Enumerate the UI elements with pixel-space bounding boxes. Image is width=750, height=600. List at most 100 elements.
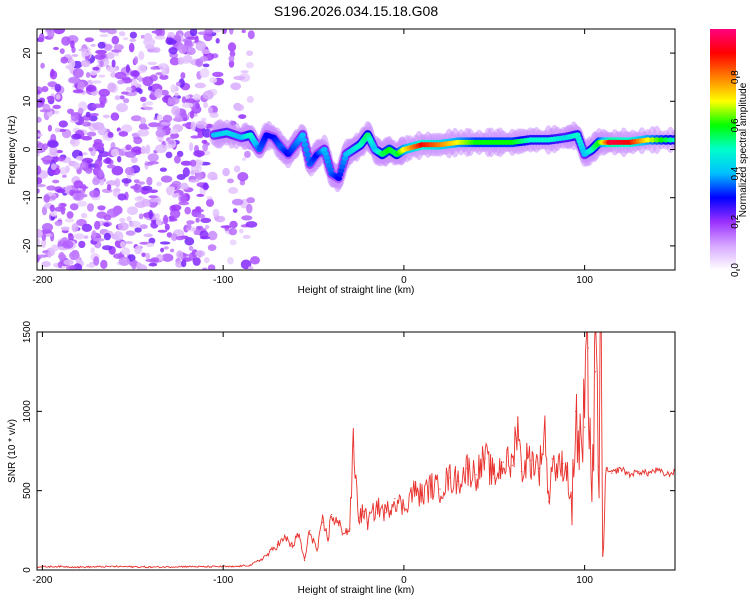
noise-speck <box>142 76 154 87</box>
noise-speck <box>101 188 113 193</box>
noise-speck <box>71 54 79 57</box>
noise-speck <box>175 81 181 87</box>
ridge-core <box>341 155 349 161</box>
noise-speck <box>160 89 169 96</box>
snr-data-point <box>584 426 586 428</box>
snr-data-point <box>240 565 242 567</box>
noise-speck <box>241 157 247 161</box>
bottom-x-axis-label: Height of straight line (km) <box>298 585 415 596</box>
noise-speck <box>156 181 162 187</box>
noise-speck <box>245 221 258 228</box>
ridge-core <box>301 142 309 148</box>
noise-speck <box>70 137 80 147</box>
noise-speck <box>70 40 75 49</box>
noise-speck <box>120 241 126 249</box>
noise-speck <box>54 220 63 227</box>
noise-speck <box>157 229 168 233</box>
noise-speck <box>94 54 106 60</box>
ridge-core <box>335 175 342 181</box>
noise-speck <box>182 123 188 127</box>
noise-speck <box>106 65 119 73</box>
noise-speck <box>133 179 140 184</box>
noise-speck <box>181 260 187 268</box>
noise-speck <box>190 121 196 131</box>
noise-speck <box>125 230 136 236</box>
noise-speck <box>103 214 112 221</box>
noise-speck <box>188 245 194 251</box>
noise-speck <box>177 57 184 65</box>
noise-speck <box>40 62 45 69</box>
bottom-y-ticks: 0 500 1000 1500 <box>22 320 675 573</box>
noise-speck <box>50 231 55 242</box>
noise-speck <box>70 112 80 122</box>
noise-speck <box>163 246 169 250</box>
noise-speck <box>202 143 209 152</box>
noise-speck <box>187 39 193 47</box>
noise-speck <box>105 180 118 186</box>
noise-speck <box>128 42 135 53</box>
bottom-y-axis-label: SNR (10 * v/v) <box>7 419 18 483</box>
noise-speck <box>149 198 161 203</box>
top-y-ticks: -20 -10 0 10 20 <box>22 47 675 253</box>
noise-speck <box>202 182 209 191</box>
y-tick-label: -20 <box>22 238 33 253</box>
noise-speck <box>233 75 246 81</box>
ridge-core <box>321 146 328 153</box>
noise-speck <box>159 241 171 245</box>
noise-speck <box>106 184 112 191</box>
noise-speck <box>124 167 135 175</box>
noise-speck <box>85 84 97 92</box>
noise-speck <box>116 103 128 113</box>
snr-data-point <box>376 505 378 508</box>
noise-speck <box>41 238 47 248</box>
noise-speck <box>190 170 196 175</box>
snr-data-point <box>475 474 477 476</box>
noise-speck <box>160 175 173 183</box>
noise-speck <box>121 124 133 133</box>
noise-speck <box>229 239 237 246</box>
noise-speck <box>38 33 45 43</box>
noise-speck <box>155 218 162 226</box>
noise-speck <box>81 223 93 232</box>
noise-speck <box>47 81 58 88</box>
noise-speck <box>189 29 198 37</box>
snr-data-point <box>439 488 441 490</box>
noise-speck <box>195 172 204 181</box>
noise-speck <box>189 142 194 152</box>
ridge-core <box>299 132 306 138</box>
noise-speck <box>148 195 159 199</box>
noise-speck <box>37 254 49 258</box>
noise-speck <box>160 247 165 253</box>
snr-plot-area <box>37 332 675 570</box>
noise-speck <box>119 217 126 223</box>
noise-speck <box>130 85 137 93</box>
ridge-core <box>304 151 311 157</box>
noise-speck <box>212 208 220 218</box>
ridge-core <box>303 146 310 153</box>
noise-speck <box>161 253 174 262</box>
top-x-axis-label: Height of straight line (km) <box>298 285 415 296</box>
noise-speck <box>133 184 143 193</box>
snr-data-point <box>517 417 519 419</box>
noise-speck <box>126 216 132 222</box>
noise-speck <box>71 133 82 140</box>
noise-speck <box>94 158 103 169</box>
noise-speck <box>134 196 145 202</box>
noise-speck <box>212 71 224 78</box>
noise-speck <box>239 179 246 186</box>
noise-speck <box>58 251 65 261</box>
noise-speck <box>155 144 167 154</box>
noise-speck <box>53 29 65 35</box>
snr-data-point <box>394 498 396 500</box>
snr-data-point <box>168 566 170 568</box>
noise-speck <box>141 252 146 258</box>
noise-speck <box>209 112 219 118</box>
noise-speck <box>166 232 173 238</box>
ridge-core <box>649 137 656 143</box>
noise-speck <box>203 32 213 42</box>
ridge-layer <box>209 119 675 193</box>
snr-data-point <box>96 566 98 568</box>
noise-speck <box>92 177 100 186</box>
colorbar: 0.0 0.2 0.4 0.6 0.8 Normalized spectral ampl… <box>710 29 749 277</box>
noise-speck <box>110 112 120 121</box>
